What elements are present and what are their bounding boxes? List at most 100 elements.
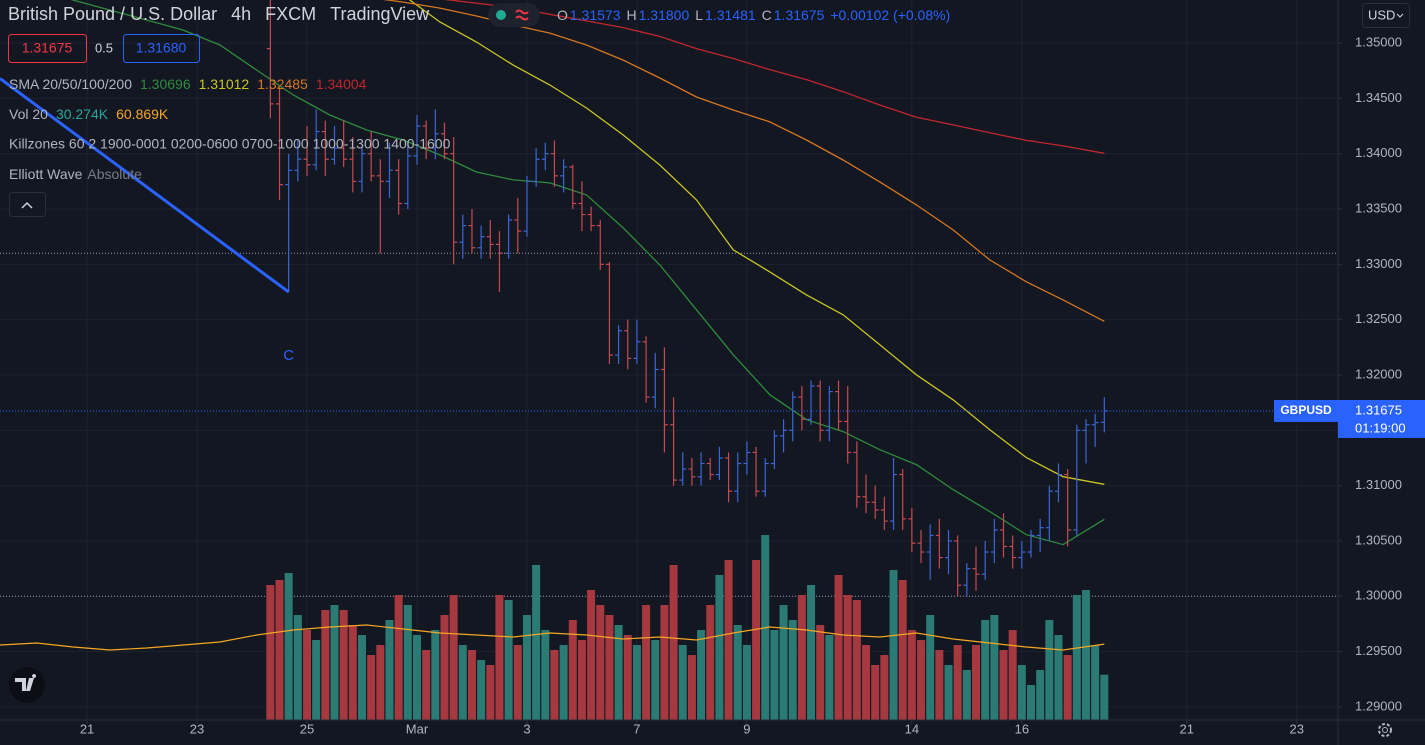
sell-button[interactable] bbox=[8, 34, 87, 63]
buy-button[interactable] bbox=[123, 34, 200, 63]
volume-bar bbox=[724, 560, 733, 720]
x-tick-label: 7 bbox=[633, 721, 640, 736]
volume-name: Vol 20 bbox=[9, 106, 48, 122]
volume-value: 30.274K bbox=[56, 106, 109, 122]
volume-bar bbox=[440, 615, 449, 720]
volume-bar bbox=[266, 585, 275, 720]
volume-bar bbox=[623, 635, 632, 720]
volume-bar bbox=[926, 615, 935, 720]
x-tick-label: Mar bbox=[406, 721, 429, 736]
volume-bar bbox=[981, 620, 990, 720]
sma-line bbox=[408, 0, 1105, 485]
x-tick-label: 9 bbox=[743, 721, 750, 736]
sma-20-value: 1.30696 bbox=[140, 76, 191, 92]
volume-bar bbox=[697, 630, 706, 720]
sma-line bbox=[444, 0, 1105, 154]
sma-200-value: 1.34004 bbox=[316, 76, 367, 92]
x-tick-label: 23 bbox=[1290, 721, 1304, 736]
volume-bar bbox=[990, 615, 999, 720]
sma-line bbox=[383, 0, 1105, 322]
volume-bar bbox=[467, 650, 476, 720]
volume-bar bbox=[1026, 685, 1035, 720]
sell-price[interactable]: 1.31675 bbox=[22, 40, 73, 56]
volume-bar bbox=[972, 645, 981, 720]
close-letter: C bbox=[762, 7, 772, 23]
dropdown-arrow bbox=[1396, 13, 1404, 18]
source: TradingView bbox=[330, 4, 430, 24]
volume-bar bbox=[807, 585, 816, 720]
volume-bar bbox=[587, 590, 596, 720]
volume-bar bbox=[596, 605, 605, 720]
x-tick-label: 21 bbox=[80, 721, 94, 736]
volume-legend: Vol 20 30.274K 60.869K bbox=[9, 106, 169, 122]
volume-bar bbox=[357, 635, 366, 720]
y-tick-label: 1.33000 bbox=[1355, 256, 1402, 271]
volume-bar bbox=[843, 595, 852, 720]
volume-bar bbox=[742, 645, 751, 720]
data-delay-icon bbox=[515, 9, 529, 21]
volume-bar bbox=[449, 595, 458, 720]
volume-bar bbox=[614, 625, 623, 720]
volume-bar bbox=[1036, 670, 1045, 720]
volume-bar bbox=[431, 630, 440, 720]
volume-bar bbox=[559, 645, 568, 720]
volume-bar bbox=[862, 645, 871, 720]
change: +0.00102 (+0.08%) bbox=[830, 7, 950, 23]
killzones-legend: Killzones 60 2 1900-0001 0200-0600 0700-… bbox=[9, 136, 451, 152]
open-value: 1.31573 bbox=[570, 7, 621, 23]
close-value: 1.31675 bbox=[774, 7, 825, 23]
price-tag: 1.31675 bbox=[1355, 402, 1402, 417]
volume-bar bbox=[385, 620, 394, 720]
tv-logo[interactable] bbox=[9, 667, 45, 703]
volume-bar bbox=[486, 665, 495, 720]
volume-bar bbox=[1091, 645, 1100, 720]
elliott-name: Elliott Wave bbox=[9, 166, 83, 182]
volume-bar bbox=[687, 655, 696, 720]
symbol: British Pound / U.S. Dollar bbox=[8, 4, 217, 24]
volume-ma-value: 60.869K bbox=[116, 106, 169, 122]
volume-bar bbox=[917, 640, 926, 720]
sma-50-value: 1.31012 bbox=[199, 76, 250, 92]
buy-price[interactable]: 1.31680 bbox=[136, 40, 187, 56]
ohlc-legend: O 1.31573 H 1.31800 L 1.31481 C 1.31675 +0.00102… bbox=[557, 7, 950, 23]
volume-bar bbox=[935, 650, 944, 720]
y-tick-label: 1.30000 bbox=[1355, 588, 1402, 603]
volume-bar bbox=[1008, 630, 1017, 720]
status-pill bbox=[488, 3, 540, 27]
volume-bar bbox=[651, 640, 660, 720]
settings-icon-center bbox=[1382, 727, 1388, 733]
y-tick-label: 1.35000 bbox=[1355, 34, 1402, 49]
volume-bar bbox=[834, 575, 843, 720]
currency-dropdown[interactable] bbox=[1362, 3, 1410, 28]
volume-bar bbox=[871, 665, 880, 720]
volume-bar bbox=[550, 650, 559, 720]
exchange: FXCM bbox=[265, 4, 316, 24]
volume-bar bbox=[1081, 590, 1090, 720]
symbol-title: British Pound / U.S. Dollar 4h FXCM Trading… bbox=[8, 4, 430, 24]
symbol-tag: GBPUSD bbox=[1280, 403, 1332, 417]
volume-bar bbox=[669, 565, 678, 720]
volume-bar bbox=[394, 595, 403, 720]
settings-icon[interactable] bbox=[1378, 723, 1392, 737]
volume-bar bbox=[568, 620, 577, 720]
volume-bar bbox=[321, 610, 330, 720]
volume-bar bbox=[339, 610, 348, 720]
elliott-mode: Absolute bbox=[87, 166, 142, 182]
volume-bar bbox=[779, 605, 788, 720]
countdown: 01:19:00 bbox=[1355, 420, 1406, 435]
volume-bar bbox=[889, 570, 898, 720]
x-tick-label: 14 bbox=[905, 721, 919, 736]
currency[interactable]: USD bbox=[1368, 7, 1395, 22]
high-value: 1.31800 bbox=[639, 7, 690, 23]
interval: 4h bbox=[231, 4, 251, 24]
volume-bar bbox=[376, 645, 385, 720]
y-tick-label: 1.31000 bbox=[1355, 477, 1402, 492]
volume-bar bbox=[1100, 674, 1109, 720]
spread: 0.5 bbox=[95, 40, 113, 55]
volume-ma-line bbox=[0, 624, 1105, 651]
price-tag-bg bbox=[1338, 399, 1425, 438]
x-tick-label: 16 bbox=[1015, 721, 1029, 736]
volume-bar bbox=[852, 600, 861, 720]
